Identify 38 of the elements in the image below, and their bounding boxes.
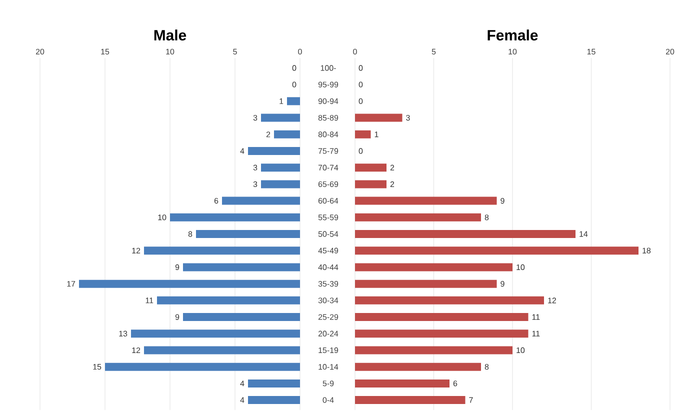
- bar: [355, 346, 513, 354]
- bar: [261, 180, 300, 188]
- bar: [355, 396, 466, 404]
- bar: [182, 263, 300, 272]
- bar: [355, 263, 513, 272]
- bar: [355, 130, 371, 138]
- bar: [196, 230, 300, 238]
- bar: [182, 313, 300, 322]
- chart-title: Female: [488, 30, 538, 40]
- bar: [355, 246, 639, 255]
- bar: [355, 313, 528, 322]
- bar: [355, 379, 450, 388]
- bar: [287, 97, 300, 106]
- bar: [355, 330, 528, 338]
- bar: [248, 146, 300, 155]
- bar: [355, 180, 387, 188]
- bar: [355, 362, 482, 371]
- bar: [355, 114, 402, 122]
- bar: [248, 379, 300, 388]
- bar: [355, 164, 387, 172]
- bar: [156, 296, 300, 304]
- chart-title: Male: [154, 30, 186, 40]
- bar: [248, 396, 300, 404]
- bar: [261, 164, 300, 172]
- bar: [130, 330, 300, 338]
- bar: [274, 130, 300, 138]
- bar: [144, 246, 300, 255]
- bar: [78, 280, 300, 288]
- bar: [355, 213, 482, 222]
- bar: [355, 196, 497, 205]
- bar: [104, 362, 300, 371]
- bar: [144, 346, 300, 354]
- bar: [355, 296, 544, 304]
- bar: [355, 230, 576, 238]
- bar: [355, 280, 497, 288]
- bar: [261, 114, 300, 122]
- bar: [170, 213, 300, 222]
- bar: [222, 196, 300, 205]
